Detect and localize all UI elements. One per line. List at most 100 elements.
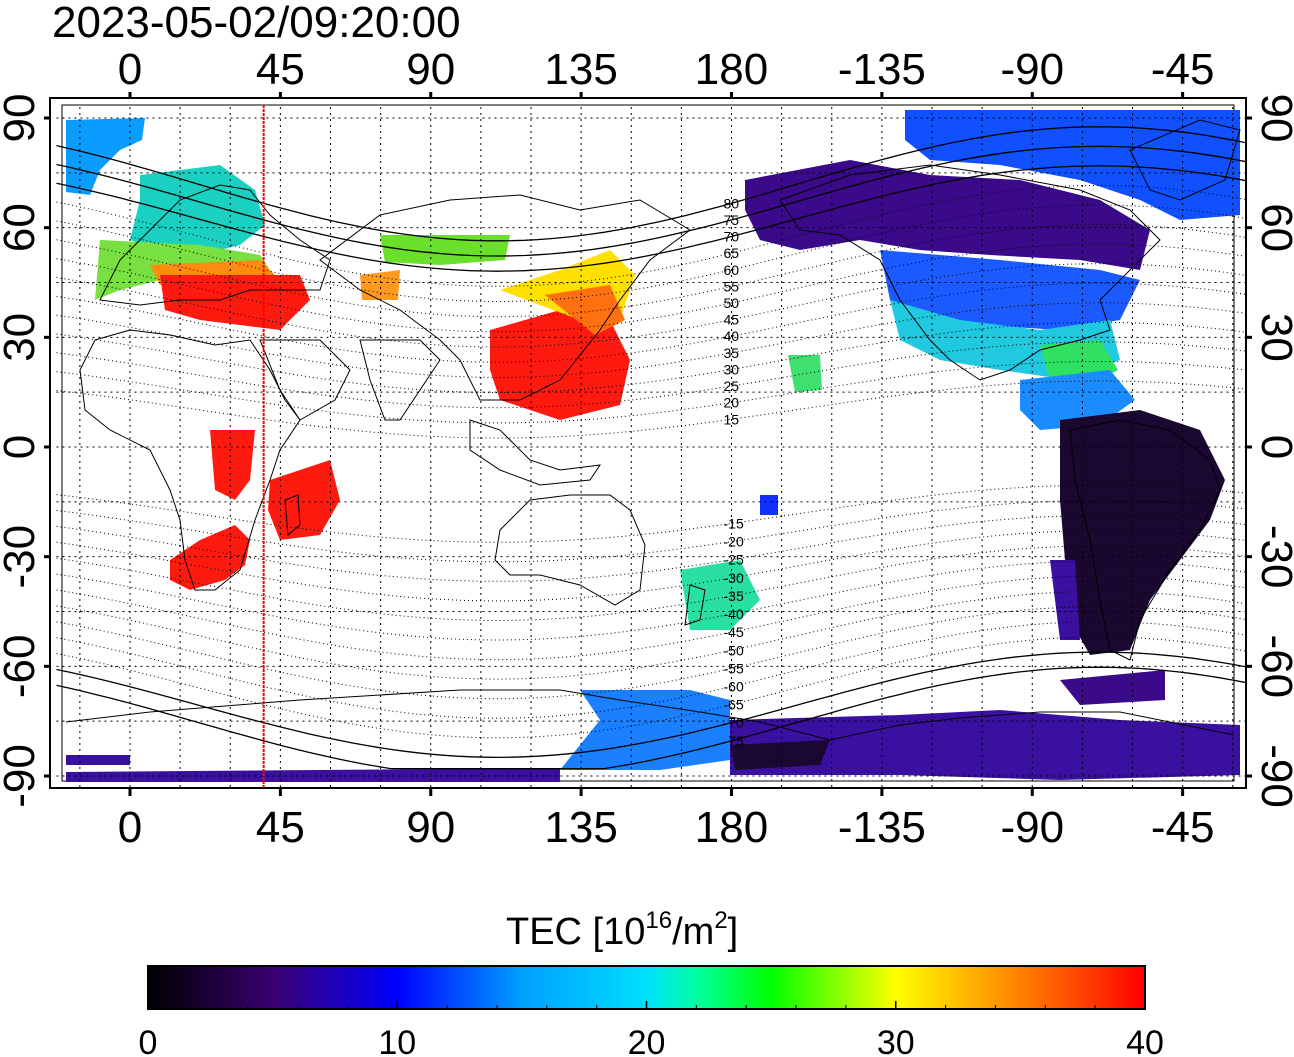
coast-north-america (779, 164, 1161, 381)
coast-africa (79, 329, 301, 591)
tec-blob-antarctica-purple (730, 710, 1240, 780)
left-tick (44, 226, 50, 230)
contour-label: -15 (724, 515, 744, 531)
right-lat-label: 90 (1252, 94, 1294, 143)
left-tick (44, 664, 50, 668)
tec-blob-canada-blue (880, 250, 1140, 330)
coast-madagascar (284, 494, 301, 536)
tec-blob-southwest-band (66, 755, 130, 765)
tec-blob-south-pole-band (66, 768, 560, 782)
coast-south-america (1069, 419, 1221, 661)
left-tick (44, 555, 50, 559)
top-tick (730, 92, 734, 98)
top-lon-label: 0 (118, 45, 142, 94)
top-tick (128, 92, 132, 98)
contour-label: 60 (724, 262, 740, 278)
coast-arabia (259, 339, 351, 421)
bottom-tick (128, 788, 132, 796)
left-lat-label: -30 (0, 525, 44, 589)
right-tick (1246, 664, 1252, 668)
right-latitude-labels: 90 60 30 0 -30 -60 -90 (1246, 94, 1294, 808)
tec-blob-hawaii (788, 355, 822, 392)
contour-line (56, 666, 1246, 770)
top-longitude-labels: 0 45 90 135 180 -135 -90 -45 (118, 45, 1215, 98)
top-lon-label: -135 (838, 45, 926, 94)
contour-label: 15 (724, 411, 740, 427)
tec-blob-central-asia-green (380, 235, 510, 265)
right-tick (1246, 226, 1252, 230)
contour-line (56, 651, 1246, 759)
tec-blob-madagascar (268, 460, 340, 540)
contour-label: 25 (724, 378, 740, 394)
bottom-tick (880, 788, 884, 796)
colorbar-tick-label: 0 (139, 1024, 158, 1057)
contour-label: -60 (724, 678, 744, 694)
contour-label: -65 (724, 697, 744, 713)
contour-label: -35 (724, 588, 744, 604)
contour-label: -30 (724, 570, 744, 586)
top-lon-label: 180 (695, 45, 768, 94)
top-tick (429, 92, 433, 98)
contour-line (56, 621, 1246, 719)
left-lat-label: -90 (0, 744, 44, 808)
bottom-lon-label: -90 (1000, 803, 1064, 852)
colorbar-ticks: 0 10 20 30 40 (139, 1001, 1164, 1057)
contour-label: 20 (724, 395, 740, 411)
bottom-tick (278, 788, 282, 796)
contour-label: 40 (724, 328, 740, 344)
left-lat-label: -60 (0, 635, 44, 699)
colorbar-tick-label: 30 (877, 1024, 915, 1057)
coast-greenland (1129, 119, 1241, 201)
coastlines (65, 119, 1241, 741)
colorbar-title-main: TEC [10 (506, 911, 645, 953)
tec-blob-south-america-west (1050, 560, 1080, 640)
tec-blob-europe-north (130, 165, 265, 255)
contour-label: 70 (724, 229, 740, 245)
left-lat-label: 90 (0, 94, 44, 143)
contour-label: -20 (724, 534, 744, 550)
right-tick (1246, 445, 1252, 449)
tec-blob-antarctic-peninsula (1060, 670, 1165, 705)
contour-label: 50 (724, 295, 740, 311)
colorbar-title-exponent-1: 16 (645, 907, 672, 934)
colorbar-title-exponent-2: 2 (714, 907, 727, 934)
contour-line (56, 204, 1246, 303)
timestamp-title: 2023-05-02/09:20:00 (52, 0, 461, 47)
contour-line (56, 282, 1246, 363)
contour-line (56, 380, 1246, 439)
contour-line (56, 126, 1246, 242)
top-tick (278, 92, 282, 98)
left-tick (44, 445, 50, 449)
right-lat-label: -90 (1252, 744, 1294, 808)
left-tick (44, 335, 50, 339)
left-latitude-labels: 90 60 30 0 -30 -60 -90 (0, 94, 50, 808)
bottom-tick (1030, 788, 1034, 796)
tec-blob-pacific-blue (760, 495, 778, 515)
bottom-tick (730, 788, 734, 796)
contour-label: 35 (724, 345, 740, 361)
top-lon-label: 90 (406, 45, 455, 94)
contour-line (56, 263, 1246, 348)
colorbar-tick-label: 40 (1126, 1024, 1164, 1057)
top-lon-label: -90 (1000, 45, 1064, 94)
bottom-lon-label: 0 (118, 803, 142, 852)
top-lon-label: 45 (256, 45, 305, 94)
bottom-lon-label: 135 (544, 803, 617, 852)
bottom-lon-label: 90 (406, 803, 455, 852)
coast-australia (494, 494, 646, 606)
tec-blob-central-asia (360, 270, 400, 300)
top-lon-label: -45 (1151, 45, 1215, 94)
right-lat-label: 0 (1252, 435, 1294, 459)
right-lat-label: -60 (1252, 635, 1294, 699)
left-lat-label: 60 (0, 203, 44, 252)
top-lon-label: 135 (544, 45, 617, 94)
coast-india (359, 339, 441, 421)
graticule-grid (56, 107, 1246, 787)
left-lat-label: 30 (0, 313, 44, 362)
right-tick (1246, 774, 1252, 778)
right-tick (1246, 555, 1252, 559)
coast-se-asia (469, 419, 602, 486)
bottom-tick (579, 788, 583, 796)
contour-line (56, 484, 1246, 543)
